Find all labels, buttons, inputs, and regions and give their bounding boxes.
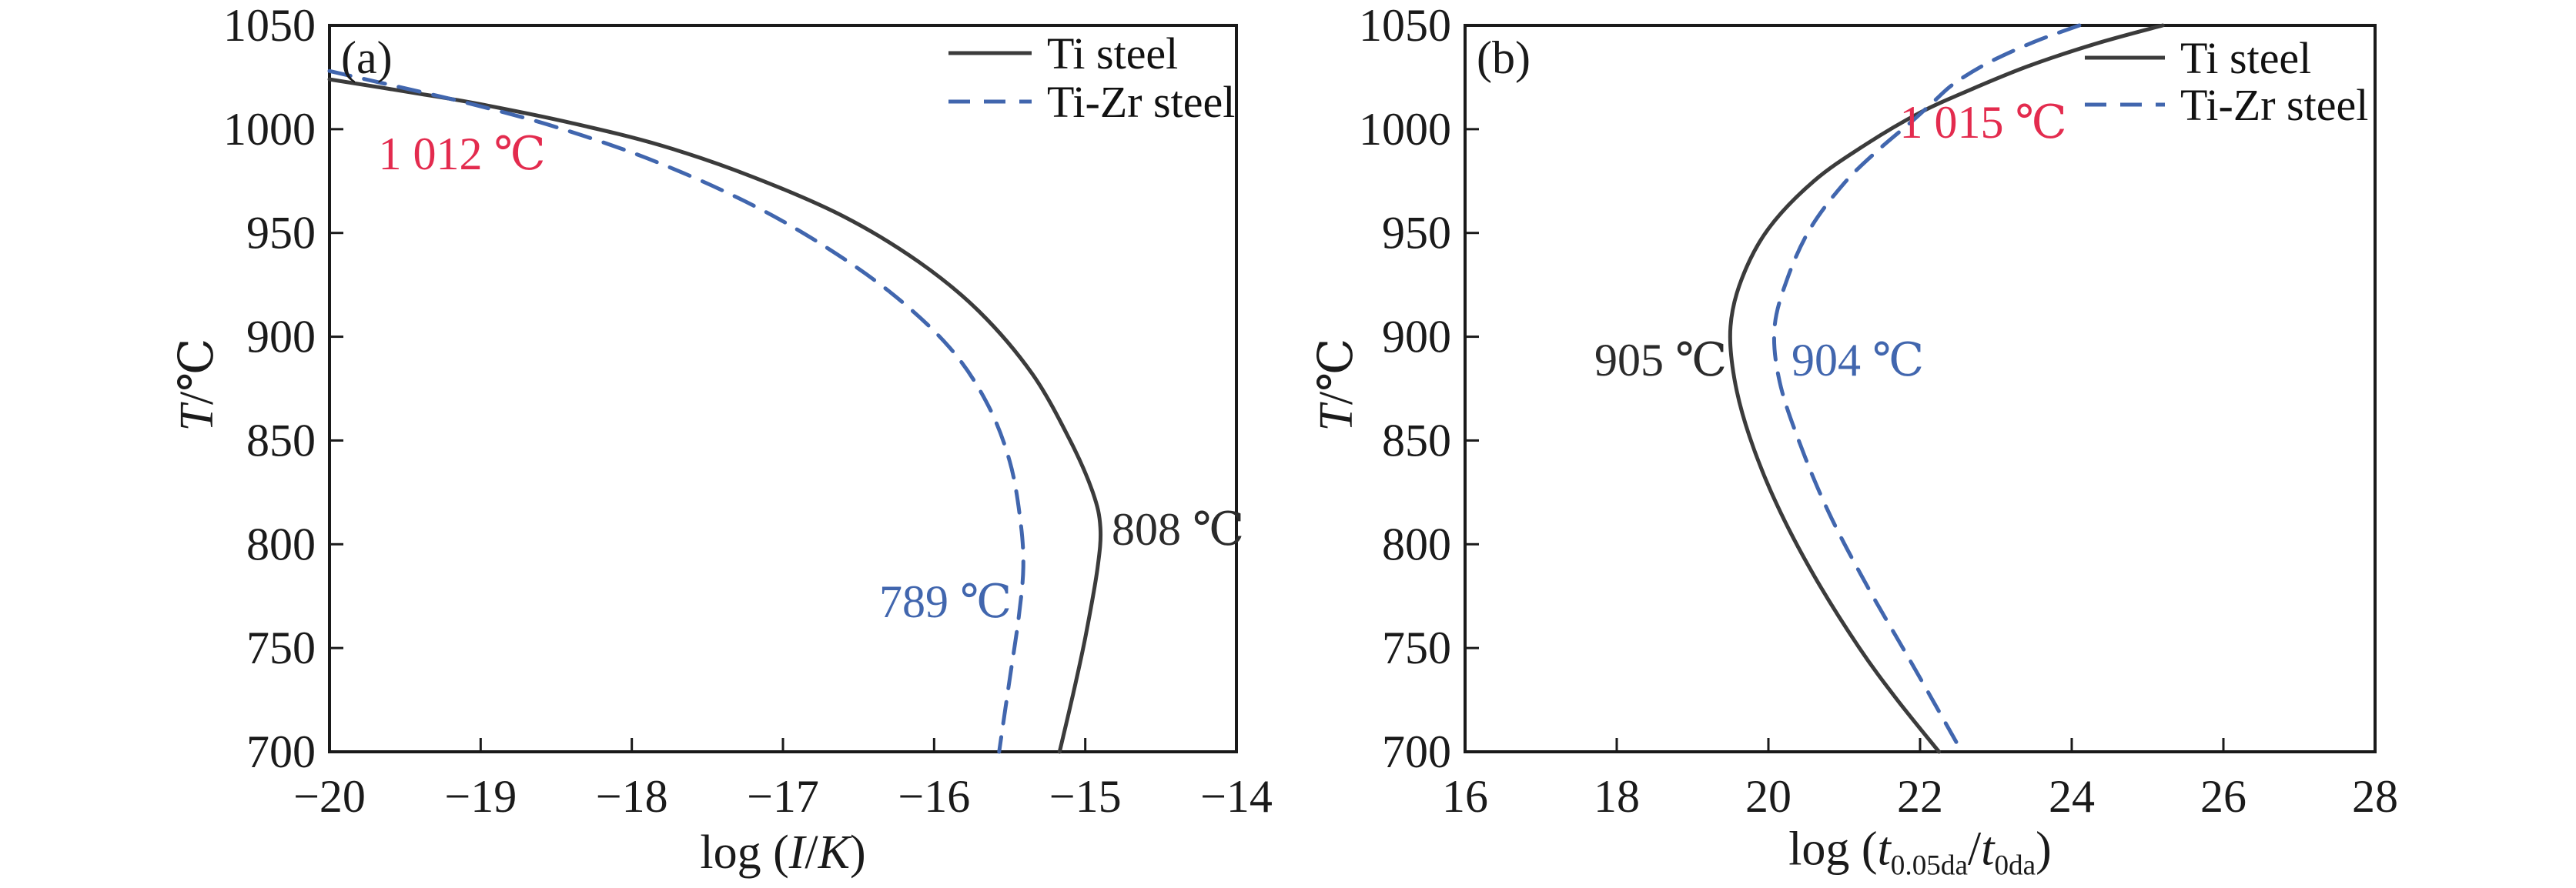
annotation-nose-ti-zr-steel-a: 789 ℃ — [878, 576, 1012, 627]
curve-ti-zr-steel-a — [327, 68, 1025, 754]
y-tick-label-b: 900 — [1382, 312, 1451, 362]
y-tick-label-a: 750 — [246, 623, 316, 673]
panel-a-tag: (a) — [341, 32, 393, 83]
y-tick-label-a: 700 — [246, 726, 316, 777]
x-tick-label-b: 24 — [2049, 771, 2095, 822]
y-axis-title-b-unit: /℃ — [1310, 338, 1363, 406]
x-axis-title-b-slash: / — [1967, 823, 1982, 876]
x-axis-title-b-var2: t — [1981, 823, 1995, 876]
x-tick-label-a: −15 — [1049, 771, 1122, 822]
y-tick-label-b: 800 — [1382, 519, 1451, 569]
annotation-crossing-temp-a: 1 012 ℃ — [378, 129, 546, 179]
x-tick-label-b: 20 — [1745, 771, 1791, 822]
x-axis-title-a-post: ) — [849, 826, 866, 879]
axes-box-a — [328, 24, 1238, 753]
x-tick-label-b: 28 — [2352, 771, 2398, 822]
x-axis-title-b: log (t0.05da/t0da) — [1788, 825, 2052, 880]
x-axis-title-b-sub2: 0da — [1994, 850, 2036, 882]
y-tick-label-b: 850 — [1382, 415, 1451, 466]
y-axis-title-b: T/℃ — [1310, 338, 1363, 432]
x-tick-label-b: 26 — [2200, 771, 2246, 822]
legend-label-a: Ti-Zr steel — [1047, 77, 1235, 127]
legend-label-a: Ti steel — [1047, 28, 1178, 78]
y-tick-label-a: 900 — [246, 312, 316, 362]
y-axis-title-a-unit: /℃ — [171, 338, 223, 406]
x-axis-title-a-pre: log ( — [700, 826, 789, 879]
x-tick-label-a: −18 — [596, 771, 668, 822]
y-tick-label-a: 800 — [246, 519, 316, 569]
panel-b-tag: (b) — [1477, 32, 1531, 83]
curve-ti-steel-a — [327, 77, 1103, 754]
annotation-nose-ti-steel-a: 808 ℃ — [1111, 504, 1245, 555]
x-tick-label-a: −16 — [898, 771, 970, 822]
x-axis-title-a-slash: / — [805, 826, 818, 879]
y-axis-title-b-symbol: T — [1310, 405, 1363, 432]
y-tick-label-a: 1050 — [223, 0, 316, 51]
x-axis-title-b-var1: t — [1877, 823, 1891, 876]
x-tick-label-a: −14 — [1200, 771, 1273, 822]
y-tick-label-b: 1000 — [1359, 104, 1451, 155]
y-tick-label-b: 950 — [1382, 208, 1451, 259]
annotation-crossing-temp-b: 1 015 ℃ — [1899, 97, 2067, 148]
x-axis-title-b-post: ) — [2036, 823, 2052, 876]
x-tick-label-b: 16 — [1442, 771, 1488, 822]
curve-ti-zr-steel-b — [1771, 23, 2082, 754]
y-tick-label-b: 700 — [1382, 726, 1451, 777]
y-tick-label-a: 950 — [246, 208, 316, 259]
x-axis-title-b-pre: log ( — [1788, 823, 1878, 876]
x-axis-title-a-var1: I — [788, 826, 805, 879]
y-tick-label-a: 1000 — [223, 104, 316, 155]
x-tick-label-b: 18 — [1594, 771, 1640, 822]
x-tick-label-a: −17 — [747, 771, 819, 822]
x-tick-label-b: 22 — [1897, 771, 1943, 822]
legend-label-b: Ti steel — [2180, 33, 2311, 83]
curve-ti-steel-b — [1728, 23, 2165, 754]
x-tick-label-a: −20 — [293, 771, 366, 822]
x-axis-title-a: log (I/K) — [700, 829, 865, 876]
x-tick-label-a: −19 — [444, 771, 517, 822]
y-tick-label-a: 850 — [246, 415, 316, 466]
y-axis-title-a-symbol: T — [171, 405, 223, 432]
axes-box-b — [1464, 24, 2377, 753]
y-tick-label-b: 750 — [1382, 623, 1451, 673]
x-axis-title-a-var2: K — [818, 826, 850, 879]
annotation-nose-ti-steel-b: 905 ℃ — [1594, 335, 1728, 386]
x-axis-title-b-sub1: 0.05da — [1890, 850, 1968, 882]
annotation-nose-ti-zr-steel-b: 904 ℃ — [1791, 335, 1925, 386]
y-tick-label-b: 1050 — [1359, 0, 1451, 51]
legend-label-b: Ti-Zr steel — [2180, 80, 2368, 130]
y-axis-title-a: T/℃ — [171, 338, 223, 432]
